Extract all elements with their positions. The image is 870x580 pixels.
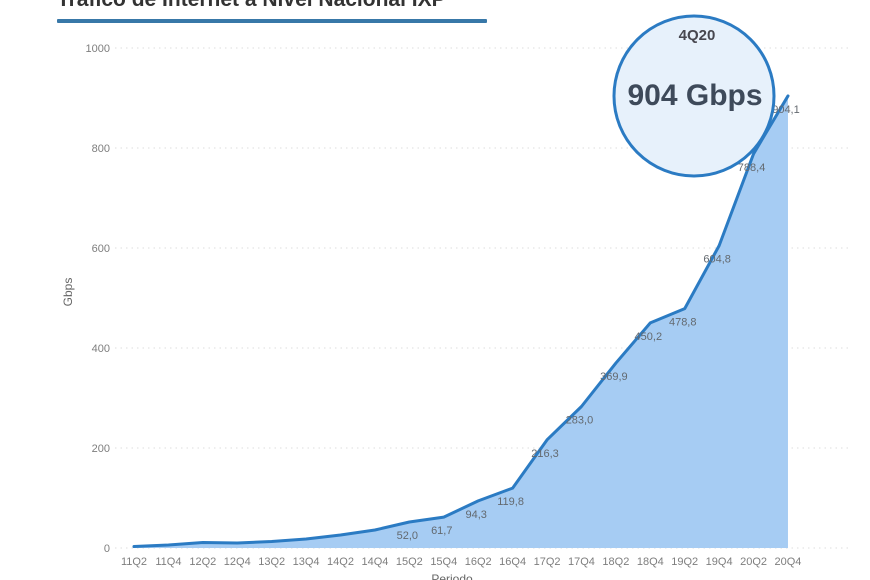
x-tick-label: 15Q2 <box>396 556 423 568</box>
y-tick-label: 400 <box>92 343 110 355</box>
x-tick-label: 19Q2 <box>671 556 698 568</box>
chart-title: Tráfico de Internet a Nivel Nacional IXP <box>57 0 446 12</box>
x-tick-label: 18Q2 <box>602 556 629 568</box>
x-tick-label: 13Q2 <box>258 556 285 568</box>
data-label: 788,4 <box>738 162 766 174</box>
callout-value-label: 904 Gbps <box>627 79 762 112</box>
title-underline-bar <box>57 19 487 23</box>
x-tick-label: 19Q4 <box>706 556 733 568</box>
callout-circle <box>612 14 776 178</box>
y-tick-label: 600 <box>92 243 110 255</box>
x-tick-label: 15Q4 <box>430 556 457 568</box>
y-tick-label: 1000 <box>86 43 110 55</box>
x-tick-label: 20Q4 <box>775 556 802 568</box>
data-label: 94,3 <box>465 509 486 521</box>
x-tick-label: 16Q2 <box>465 556 492 568</box>
data-label: 283,0 <box>566 415 594 427</box>
data-label: 119,8 <box>497 496 524 508</box>
data-label: 369,9 <box>600 371 628 383</box>
x-tick-label: 18Q4 <box>637 556 664 568</box>
x-tick-label: 11Q4 <box>155 556 181 568</box>
data-label: 61,7 <box>431 525 452 537</box>
x-axis-title: Periodo <box>431 572 473 580</box>
data-label: 604,8 <box>703 254 731 266</box>
x-tick-label: 11Q2 <box>121 556 147 568</box>
x-tick-label: 17Q2 <box>534 556 561 568</box>
x-tick-label: 13Q4 <box>293 556 320 568</box>
trend-line <box>132 94 790 548</box>
y-tick-label: 0 <box>104 543 110 555</box>
y-axis-title: Gbps <box>61 278 75 307</box>
x-tick-label: 14Q2 <box>327 556 354 568</box>
data-label: 904,1 <box>772 104 800 116</box>
x-tick-label: 20Q2 <box>740 556 767 568</box>
x-tick-label: 17Q4 <box>568 556 595 568</box>
x-tick-label: 12Q2 <box>189 556 216 568</box>
callout-period-label: 4Q20 <box>679 27 716 44</box>
y-tick-label: 200 <box>92 443 110 455</box>
data-label: 216,3 <box>531 448 559 460</box>
data-label: 450,2 <box>635 331 663 343</box>
data-label: 478,8 <box>669 317 697 329</box>
area-fill <box>134 95 788 548</box>
x-tick-label: 12Q4 <box>224 556 251 568</box>
y-tick-label: 800 <box>92 143 110 155</box>
x-tick-label: 14Q4 <box>361 556 388 568</box>
data-label: 52,0 <box>397 530 418 542</box>
x-tick-label: 16Q4 <box>499 556 526 568</box>
